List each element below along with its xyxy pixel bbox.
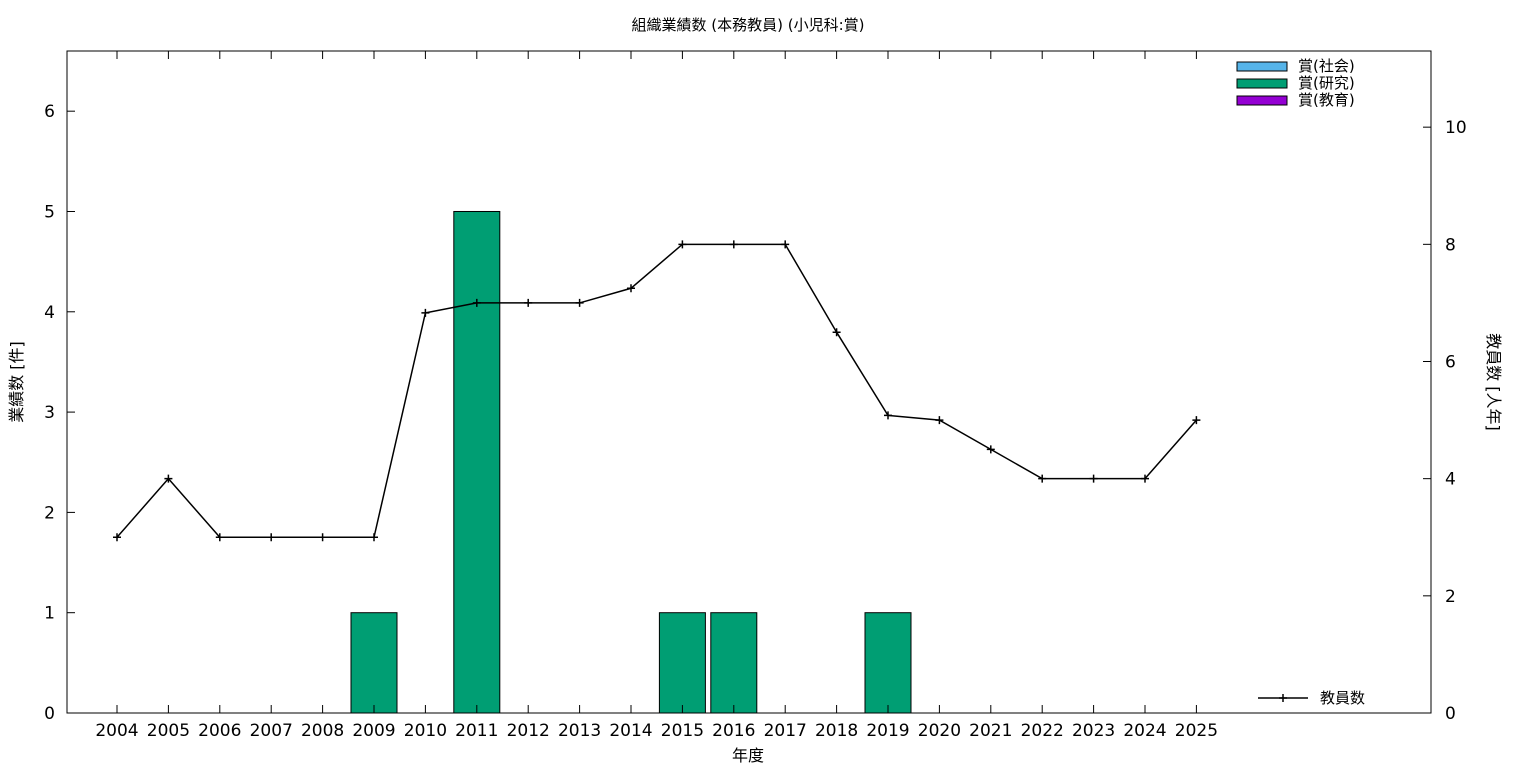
line-point-2025 [1192,416,1201,425]
legend-label-1: 賞(研究) [1298,74,1355,92]
y-tick-label: 2 [44,503,55,523]
y2-tick-label: 2 [1445,587,1456,607]
y2-axis-label: 教員数 [人年] [1484,333,1503,431]
x-tick-label: 2008 [301,721,344,741]
y-tick-label: 1 [44,604,55,624]
line-point-2014 [627,284,635,293]
line-point-2023 [1089,474,1098,483]
bar-2009-series-1 [350,612,398,714]
legend-swatch-0 [1236,61,1288,72]
bar-2019-series-1 [864,612,912,714]
legend-label-0: 賞(社会) [1298,57,1355,75]
x-tick-label: 2015 [661,721,704,741]
line-point-2005 [164,474,173,483]
y-tick-label: 6 [44,102,55,122]
x-tick-label: 2016 [712,721,755,741]
line-point-2012 [524,298,533,307]
bar-2011-series-1 [453,210,501,714]
line-point-2021 [986,445,995,454]
line-layer [113,240,1201,542]
x-tick-label: 2023 [1072,721,1115,741]
x-tick-label: 2012 [507,721,550,741]
line-point-2017 [781,240,790,249]
x-axis-label: 年度 [732,746,764,765]
line-point-2022 [1038,474,1047,483]
x-tick-label: 2013 [558,721,601,741]
x-tick-label: 2005 [147,721,190,741]
bar-2015-series-1 [658,612,706,714]
x-tick-label: 2024 [1123,721,1166,741]
y-tick-label: 3 [44,403,55,423]
line-point-2007 [267,533,276,542]
x-tick-label: 2021 [969,721,1012,741]
y-tick-label: 0 [44,704,55,724]
bars-layer [350,210,912,714]
line-point-2011 [472,298,481,307]
x-tick-label: 2004 [95,721,138,741]
y-tick-label: 5 [44,202,55,222]
x-tick-label: 2007 [250,721,293,741]
line-point-2015 [678,240,687,249]
x-tick-label: 2014 [609,721,652,741]
chart-title: 組織業績数 (本務教員) (小児科:賞) [632,16,865,34]
y-tick-label: 4 [44,303,55,323]
bar-2016-series-1 [710,612,758,714]
line-point-2024 [1141,474,1149,483]
legend-line-marker [1279,694,1287,702]
legend-label-2: 賞(教育) [1298,91,1355,109]
line-point-2019 [884,411,892,420]
line-point-2013 [575,298,584,307]
x-tick-label: 2025 [1175,721,1218,741]
ticks-layer: 2004 2005 2006 2007 2008 2009 2010 2011 2012 2013… [44,51,1467,741]
x-tick-label: 2010 [404,721,447,741]
line-point-2018 [832,328,841,337]
y2-tick-label: 4 [1445,470,1456,490]
y2-tick-label: 8 [1445,235,1456,255]
legend: 賞(社会)賞(研究)賞(教育) 教員数 [1236,57,1365,707]
plot-area [66,50,1432,714]
line-point-2010 [421,308,430,317]
line-point-2009 [370,533,378,542]
line-point-2004 [113,533,121,542]
line-point-2006 [215,533,224,542]
x-tick-label: 2009 [352,721,395,741]
y2-tick-label: 6 [1445,352,1456,372]
x-tick-label: 2020 [918,721,961,741]
line-point-2016 [729,240,738,249]
line-series-teachers [116,243,1197,538]
x-tick-label: 2011 [455,721,498,741]
y2-tick-label: 0 [1445,704,1456,724]
x-tick-label: 2017 [764,721,807,741]
legend-swatch-1 [1236,78,1288,89]
line-point-2020 [935,416,944,425]
line-point-2008 [318,533,327,542]
y-axis-label: 業績数 [件] [7,341,26,423]
x-tick-label: 2018 [815,721,858,741]
y2-tick-label: 10 [1445,118,1467,138]
x-tick-label: 2019 [866,721,909,741]
x-tick-label: 2022 [1021,721,1064,741]
legend-line-label: 教員数 [1320,689,1365,707]
legend-swatch-2 [1236,95,1288,106]
x-tick-label: 2006 [198,721,241,741]
